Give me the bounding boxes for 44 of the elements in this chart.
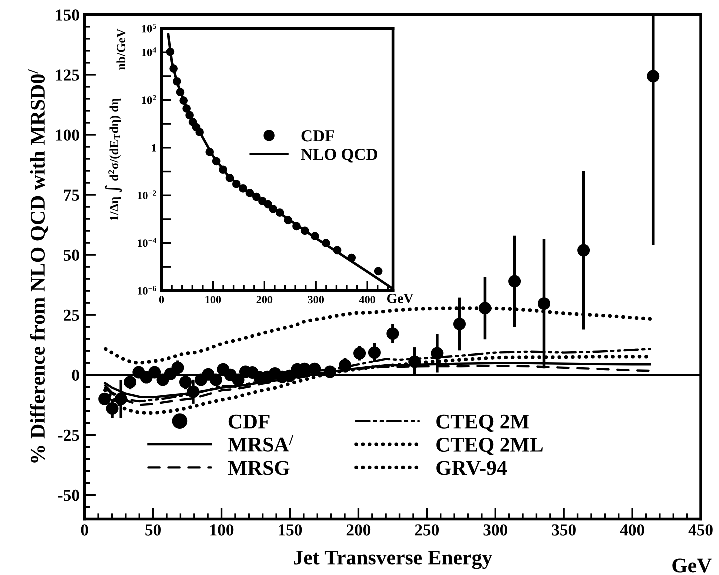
x-tick-label: 200: [256, 296, 273, 304]
y-tick-label: 10$^{2}$: [142, 95, 156, 104]
y-tick-label: 50: [64, 250, 80, 262]
y-tick-label: 75: [64, 190, 80, 201]
text: GeV: [672, 558, 712, 573]
y-tick-label: 100: [56, 130, 80, 141]
y-tick-label: 25: [64, 310, 80, 322]
x-tick-label: 100: [206, 296, 222, 304]
x-tick-label: 250: [415, 524, 440, 536]
x-tick-label: 150: [279, 524, 302, 536]
legend-label: MRSG: [228, 461, 290, 476]
annotation: nb/GeV: [116, 28, 126, 70]
legend-label: GRV-94: [436, 461, 508, 476]
y-tick-label: 10$^{−2}$: [138, 190, 156, 200]
legend-label: CDF: [302, 130, 334, 142]
y-tick-label: 10$^{5}$: [142, 24, 156, 33]
x-tick-label: 0: [81, 524, 88, 536]
y-tick-label: 150: [56, 10, 80, 21]
legend-label: CTEQ 2M: [436, 414, 530, 432]
x-tick-label: 400: [620, 524, 644, 536]
legend-label: CTEQ 2ML: [436, 438, 543, 456]
x-tick-label: 100: [210, 524, 234, 536]
y-tick-label: 0: [72, 370, 80, 382]
y-tick-label: 10$^{4}$: [142, 48, 156, 56]
y-tick-label: 125: [56, 70, 80, 81]
x-tick-label: 450: [688, 524, 713, 536]
y-tick-label: 1: [152, 144, 156, 152]
x-tick-label: 300: [308, 296, 324, 304]
y-tick-label: 10$^{−4}$: [138, 238, 157, 248]
x-axis-title: Jet Transverse Energy: [294, 550, 492, 570]
x-tick-label: 400: [359, 296, 376, 304]
legend-label: MRSA$^{/}$: [228, 435, 294, 452]
legend-label: CDF: [228, 414, 270, 429]
x-tick-label: 300: [484, 524, 508, 536]
y-tick-label: 10$^{−6}$: [138, 286, 156, 295]
y-tick-label: -50: [58, 490, 80, 502]
y-axis-title: 1/Δη ∫ d$^{2}$σ/(dE$_{T}$dη) dη: [105, 98, 122, 220]
x-axis-title: GeV: [387, 294, 414, 304]
y-axis-title: % Difference from NLO QCD with MRSD0$^{/}$: [28, 70, 48, 463]
x-tick-label: 350: [552, 524, 576, 536]
legend-label: NLO QCD: [301, 149, 378, 163]
x-tick-label: 0: [159, 296, 164, 304]
x-tick-label: 200: [346, 524, 371, 536]
y-tick-label: -25: [58, 430, 80, 442]
